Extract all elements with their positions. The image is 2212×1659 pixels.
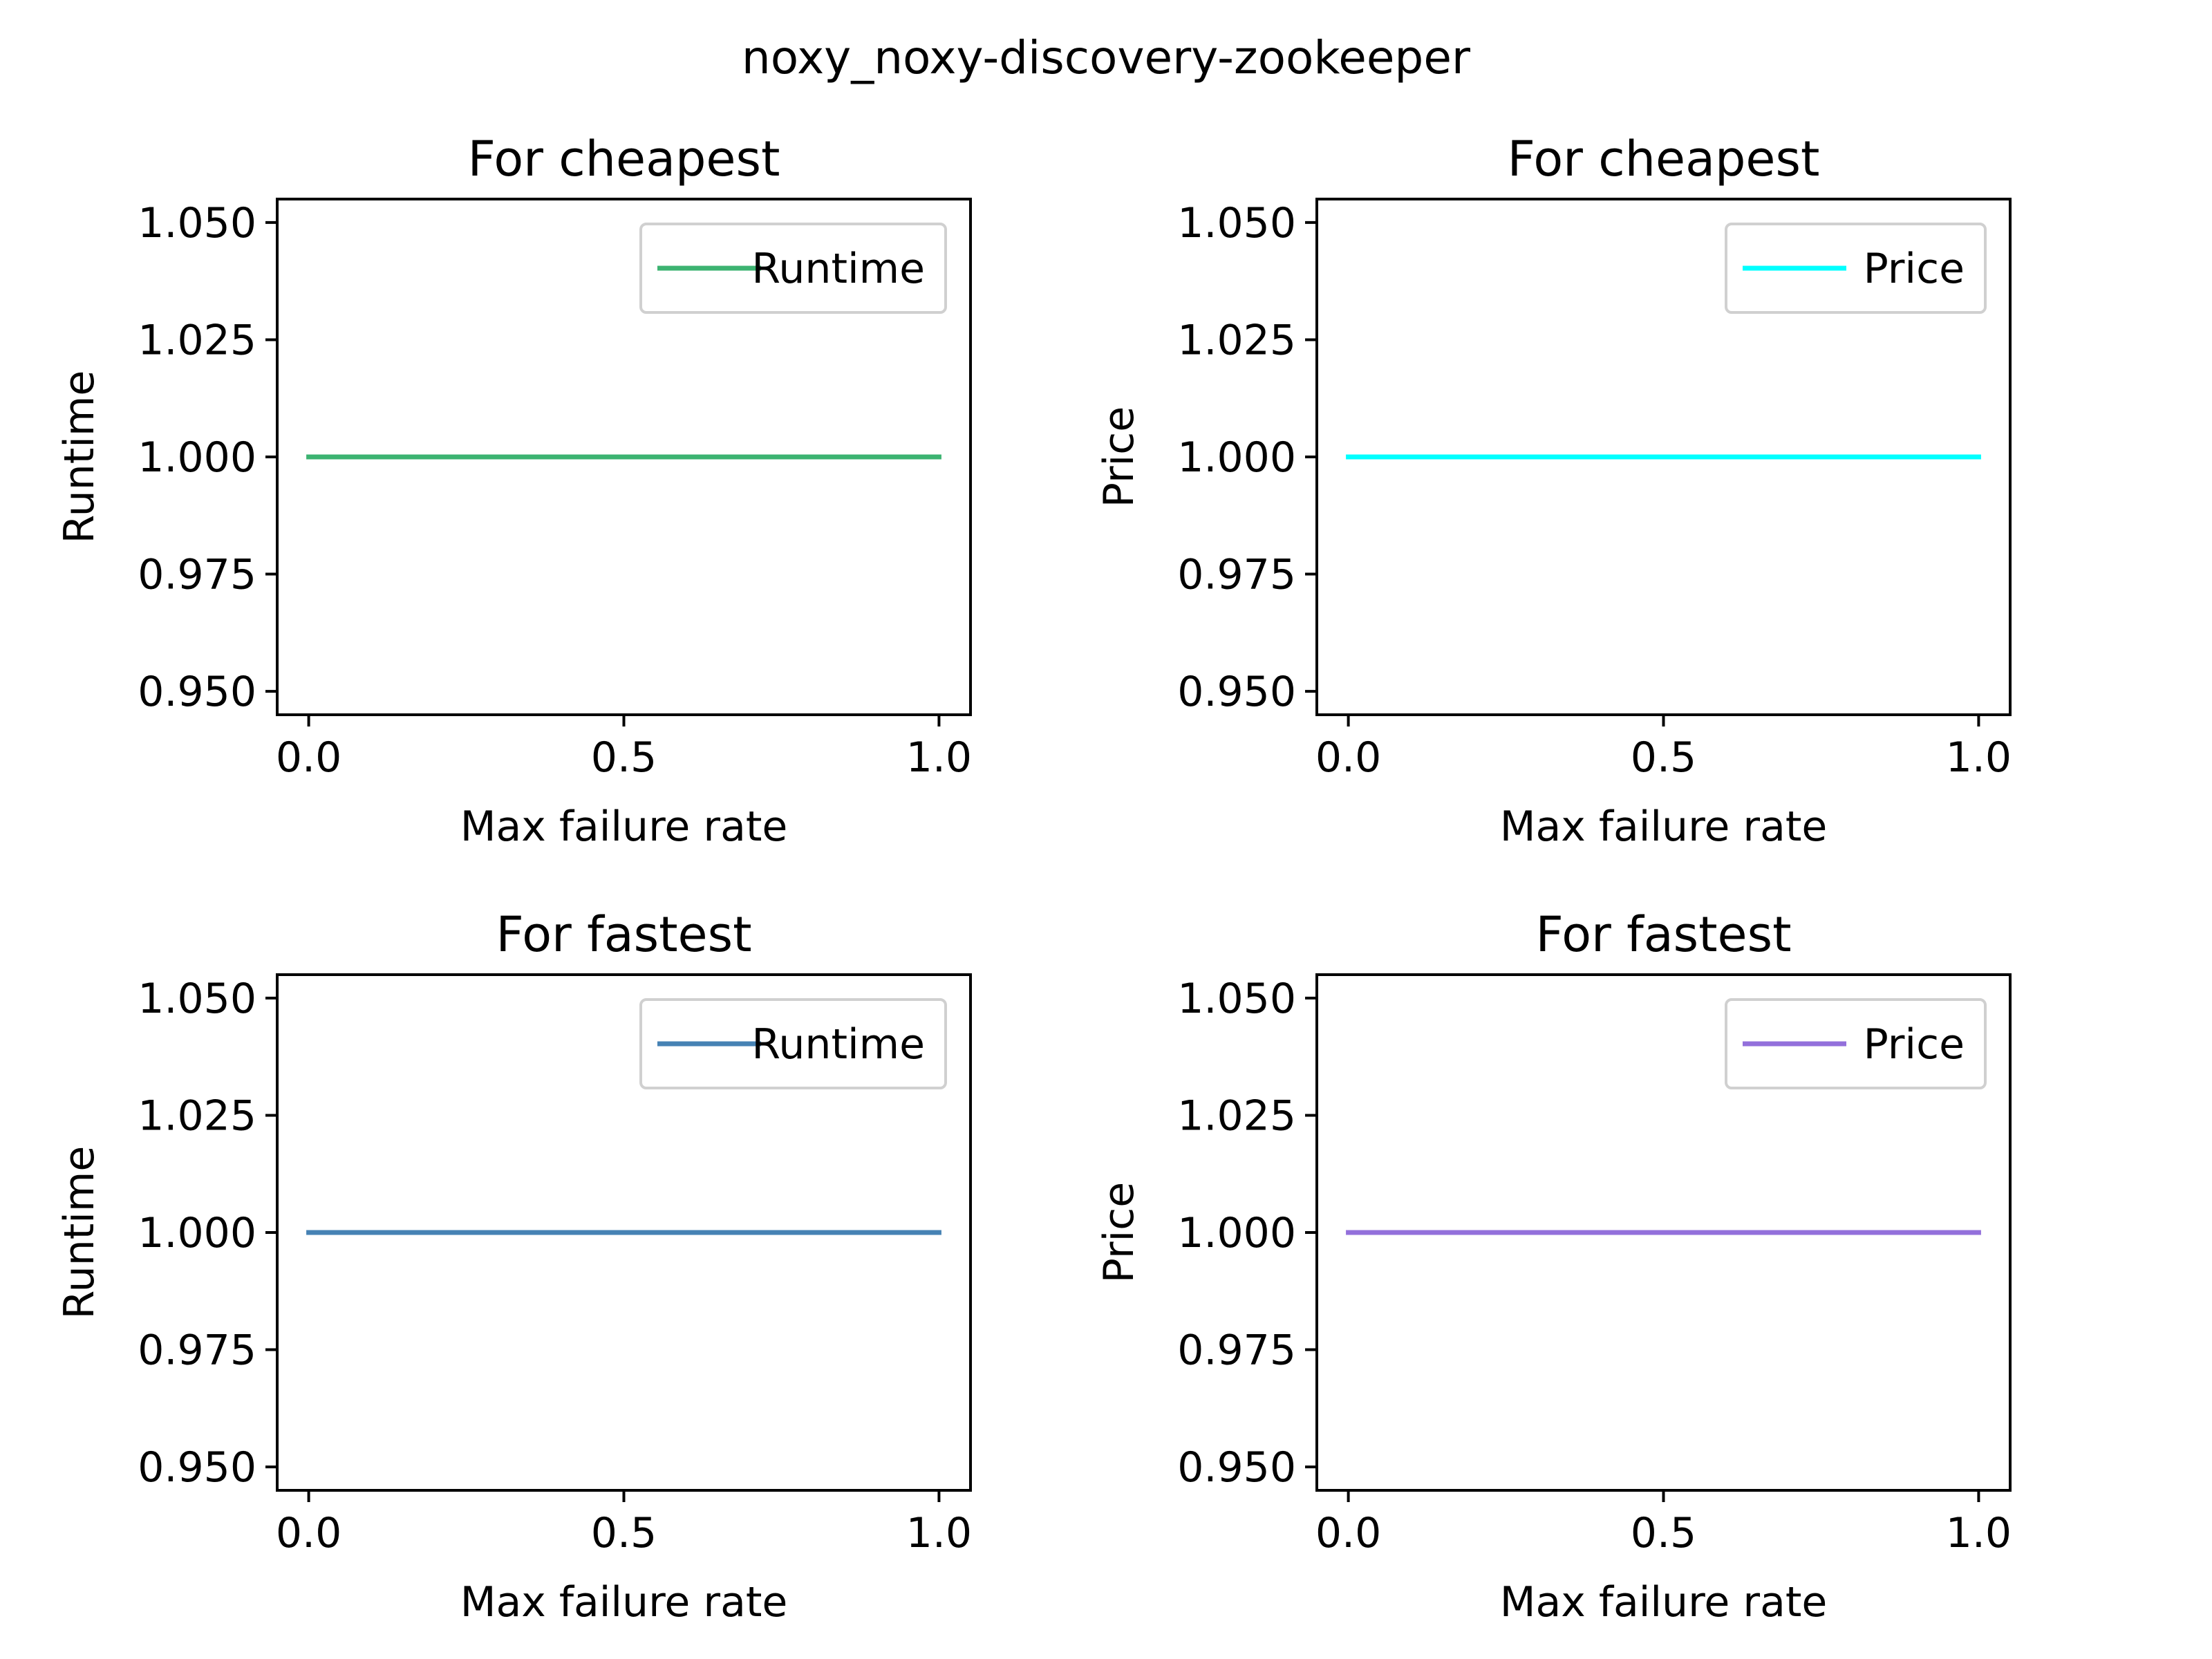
subplot-3: 0.0 0.5 1.0 0.950 0.975 1.000 1.025 1.050 For fa… <box>55 906 972 1627</box>
y-tick-label: 1.000 <box>138 1209 256 1257</box>
y-tick-label: 1.050 <box>1177 199 1296 247</box>
y-axis-label: Runtime <box>55 371 104 544</box>
y-tick-label: 1.025 <box>138 316 256 364</box>
x-tick-label: 0.5 <box>591 733 657 782</box>
y-tick-label: 1.050 <box>1177 975 1296 1023</box>
legend-label: Price <box>1864 245 1965 293</box>
x-tick-label: 1.0 <box>1946 733 2012 782</box>
y-tick-label: 1.000 <box>1177 1209 1296 1257</box>
y-tick-label: 0.975 <box>1177 551 1296 599</box>
y-axis-label: Runtime <box>55 1146 104 1320</box>
subplot-1: 0.0 0.5 1.0 0.950 0.975 1.000 1.025 1.050 For ch… <box>55 131 972 851</box>
y-tick-label: 0.950 <box>138 668 256 716</box>
x-tick-label: 0.0 <box>1315 733 1381 782</box>
x-axis-label: Max failure rate <box>1500 803 1828 851</box>
x-tick-label: 0.5 <box>1631 733 1696 782</box>
y-tick-label: 0.950 <box>138 1443 256 1492</box>
y-tick-label: 0.950 <box>1177 1443 1296 1492</box>
y-axis-label: Price <box>1095 406 1143 507</box>
x-tick-label: 0.5 <box>591 1509 657 1557</box>
y-tick-label: 1.000 <box>1177 433 1296 482</box>
subplot-title: For fastest <box>496 906 751 963</box>
y-tick-label: 0.975 <box>138 551 256 599</box>
y-tick-label: 1.000 <box>138 433 256 482</box>
legend: Price <box>1725 998 1987 1089</box>
legend-box <box>639 223 947 314</box>
x-tick-label: 0.0 <box>276 1509 341 1557</box>
y-tick-label: 0.975 <box>1177 1327 1296 1375</box>
y-axis-label: Price <box>1095 1182 1143 1283</box>
x-tick-label: 0.5 <box>1631 1509 1696 1557</box>
subplot-title: For fastest <box>1535 906 1791 963</box>
subplot-4: 0.0 0.5 1.0 0.950 0.975 1.000 1.025 1.050 For fa… <box>1095 906 2012 1627</box>
legend: Runtime <box>639 998 947 1089</box>
subplot-grid: 0.0 0.5 1.0 0.950 0.975 1.000 1.025 1.050 For ch… <box>55 131 2012 1627</box>
figure-suptitle: noxy_noxy-discovery-zookeeper <box>742 31 1471 84</box>
legend-box <box>1725 223 1987 314</box>
x-tick-label: 1.0 <box>906 733 972 782</box>
y-tick-label: 1.025 <box>1177 1091 1296 1140</box>
x-axis-label: Max failure rate <box>460 803 788 851</box>
y-tick-label: 1.025 <box>138 1091 256 1140</box>
y-tick-label: 1.025 <box>1177 316 1296 364</box>
x-tick-label: 1.0 <box>906 1509 972 1557</box>
legend: Runtime <box>639 223 947 314</box>
legend-label: Runtime <box>751 1020 925 1069</box>
y-tick-label: 1.050 <box>138 975 256 1023</box>
subplot-title: For cheapest <box>1508 131 1820 187</box>
legend-label: Price <box>1864 1020 1965 1069</box>
y-tick-label: 0.975 <box>138 1327 256 1375</box>
y-tick-label: 1.050 <box>138 199 256 247</box>
legend-box <box>1725 998 1987 1089</box>
x-axis-label: Max failure rate <box>460 1578 788 1627</box>
x-tick-label: 0.0 <box>1315 1509 1381 1557</box>
x-tick-label: 1.0 <box>1946 1509 2012 1557</box>
subplot-2: 0.0 0.5 1.0 0.950 0.975 1.000 1.025 1.050 For ch… <box>1095 131 2012 851</box>
x-tick-label: 0.0 <box>276 733 341 782</box>
subplot-title: For cheapest <box>468 131 780 187</box>
x-axis-label: Max failure rate <box>1500 1578 1828 1627</box>
y-tick-label: 0.950 <box>1177 668 1296 716</box>
legend-box <box>639 998 947 1089</box>
legend: Price <box>1725 223 1987 314</box>
legend-label: Runtime <box>751 245 925 293</box>
